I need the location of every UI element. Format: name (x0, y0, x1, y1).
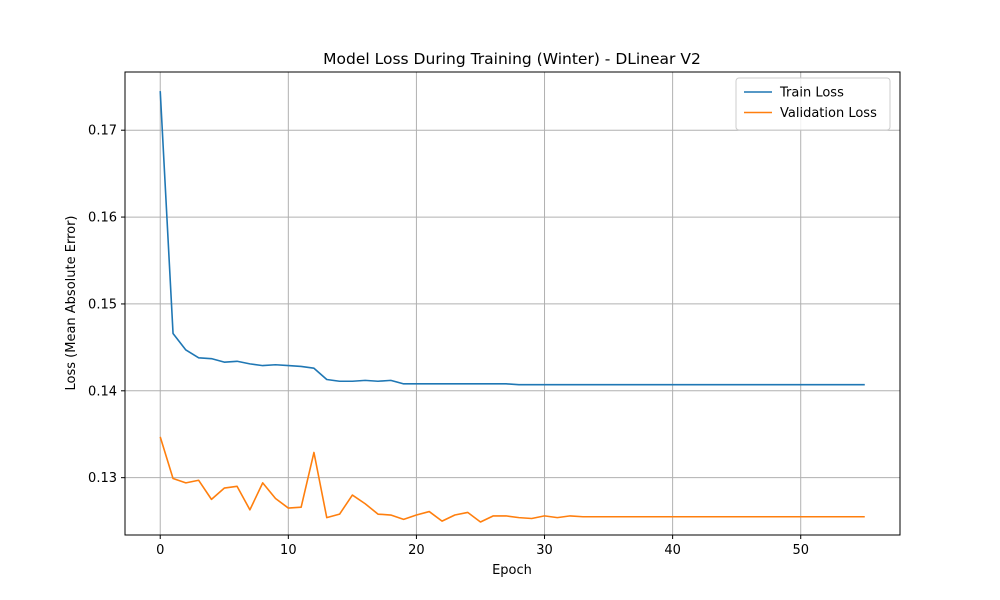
y-tick-label: 0.16 (88, 211, 117, 226)
x-tick-label: 30 (536, 543, 553, 558)
x-tick-label: 50 (792, 543, 809, 558)
legend-label: Train Loss (779, 86, 844, 101)
series-lines (159, 91, 865, 523)
series-line-train-loss (159, 91, 865, 386)
x-tick-label: 10 (280, 543, 297, 558)
legend: Train Loss Validation Loss (735, 77, 891, 131)
x-tick-label: 20 (408, 543, 425, 558)
legend-label: Validation Loss (780, 106, 877, 121)
chart-title: Model Loss During Training (Winter) - DL… (323, 50, 701, 68)
y-tick-label: 0.15 (88, 297, 117, 312)
x-axis-label: Epoch (492, 563, 532, 578)
y-tick-label: 0.14 (88, 384, 117, 399)
y-axis-ticks: 0.13 0.14 0.15 0.16 0.17 (88, 124, 125, 486)
y-tick-label: 0.13 (88, 471, 117, 486)
x-tick-label: 40 (664, 543, 681, 558)
series-line-validation-loss (159, 436, 865, 523)
legend-box (735, 77, 891, 131)
x-tick-label: 0 (156, 543, 164, 558)
x-axis-ticks: 0 10 20 30 40 50 (156, 535, 809, 558)
y-tick-label: 0.17 (88, 124, 117, 139)
y-axis-label: Loss (Mean Absolute Error) (64, 216, 79, 391)
